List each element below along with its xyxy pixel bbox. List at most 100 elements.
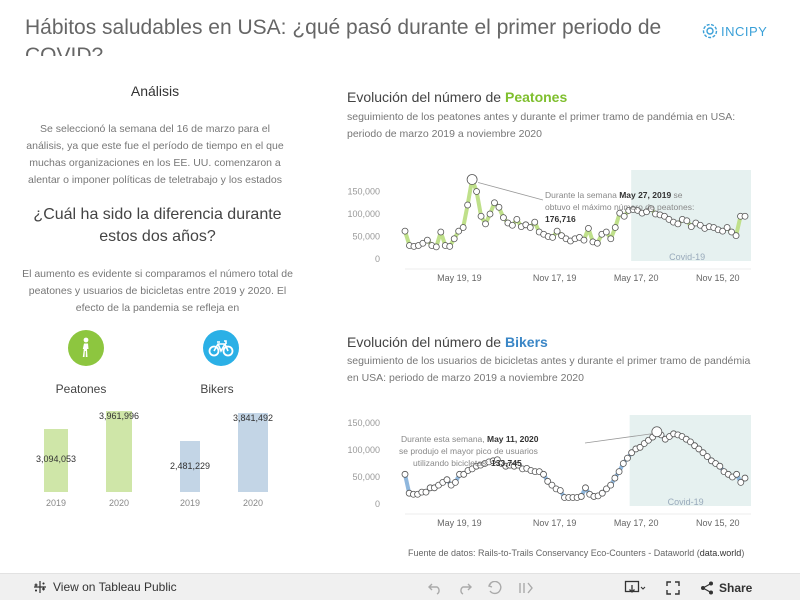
data-point-35[interactable] [558,232,565,239]
data-point-5[interactable] [423,236,431,244]
data-point-75[interactable] [716,462,724,470]
data-point-42[interactable] [577,493,585,500]
data-point-21[interactable] [495,203,503,211]
data-point-20[interactable] [491,199,498,207]
data-point-22[interactable] [493,456,501,464]
data-point-72[interactable] [703,453,711,460]
total-bar-bikers-2020[interactable] [238,413,268,492]
data-point-41[interactable] [585,225,592,232]
view-on-tableau-label: View on Tableau Public [53,580,177,594]
data-point-16[interactable] [473,188,480,195]
data-point-47[interactable] [611,224,619,231]
data-point-48[interactable] [603,485,610,493]
data-point-10[interactable] [443,476,451,484]
data-point-4[interactable] [419,239,427,247]
data-point-37[interactable] [556,487,564,494]
data-point-49[interactable] [620,212,628,220]
data-point-74[interactable] [732,232,740,239]
total-bar-bikers-2019[interactable] [180,441,200,492]
data-point-7[interactable] [432,243,440,251]
data-point-71[interactable] [719,227,727,235]
data-point-70[interactable] [695,445,703,453]
analysis-heading: Análisis [130,83,180,99]
question-heading: ¿Cuál ha sido la diferencia durante esto… [33,206,282,245]
data-point-0[interactable] [401,227,409,235]
data-point-17[interactable] [477,212,485,220]
data-point-80[interactable] [737,479,745,486]
data-point-8[interactable] [437,228,445,236]
data-point-81[interactable] [741,474,749,482]
data-point-51[interactable] [615,468,623,475]
total-year-bikers-2019: 2019 [179,498,201,508]
data-point-55[interactable] [647,205,655,212]
data-point-22[interactable] [500,214,507,221]
data-point-12[interactable] [455,227,463,235]
data-point-14[interactable] [464,201,472,209]
data-point-24[interactable] [508,221,516,229]
data-point-40[interactable] [580,236,588,244]
data-point-58[interactable] [661,212,668,220]
data-point-29[interactable] [531,218,539,226]
data-point-64[interactable] [687,223,695,230]
revert-icon[interactable] [480,578,510,598]
total-bar-peatones-2020[interactable] [106,410,132,492]
data-point-48[interactable] [616,209,624,217]
data-point-14[interactable] [460,470,468,478]
data-point-50[interactable] [611,474,619,482]
data-point-66[interactable] [696,221,704,229]
data-point-10[interactable] [446,243,454,250]
bikers-line-chart[interactable]: Covid-19 150,000 100,000 50,000 0 May 19, 19 N… [335,415,765,535]
data-point-28[interactable] [526,224,534,231]
difference-text[interactable]: El aumento es evidente si comparamos el … [22,268,293,314]
data-point-34[interactable] [553,227,561,235]
data-point-0[interactable] [401,470,409,478]
data-point-61[interactable] [674,220,682,228]
data-point-35[interactable] [548,481,556,489]
download-icon[interactable] [620,578,650,598]
share-button[interactable]: Share [700,581,752,595]
data-point-27[interactable] [514,461,522,469]
total-value-peatones-2019: 3,094,053 [35,454,77,465]
data-point-47[interactable] [598,489,606,497]
data-point-11[interactable] [450,235,458,243]
data-point-54[interactable] [628,449,636,457]
data-point-68[interactable] [687,438,694,446]
analysis-text[interactable]: Se seleccionó la semana del 16 de marzo … [26,123,284,186]
total-value-peatones-2020: 3,961,996 [98,411,140,422]
total-bar-peatones-2019[interactable] [44,428,68,492]
covid-shade-label: Covid-19 [669,252,705,262]
peatones-label: Peatones [55,382,107,396]
peatones-title-highlight: Peatones [505,89,568,105]
data-point-25[interactable] [513,216,521,223]
data-point-5[interactable] [422,488,430,496]
data-point-79[interactable] [733,470,741,478]
data-point-71[interactable] [699,449,707,457]
redo-icon[interactable] [450,578,480,598]
data-point-33[interactable] [540,470,547,478]
pause-icon[interactable] [510,578,540,598]
data-point-53[interactable] [624,454,631,462]
data-point-18[interactable] [482,220,489,228]
data-point-49[interactable] [607,481,615,489]
data-point-52[interactable] [619,460,627,467]
data-point-63[interactable] [683,217,691,225]
data-point-33[interactable] [549,234,557,241]
data-point-12[interactable] [451,479,459,486]
peatones-line-chart[interactable]: Covid-19 150,000 100,000 50,000 0 May 19, 19 N… [335,170,765,290]
undo-icon[interactable] [420,578,450,598]
source-link[interactable]: data.world [699,548,742,558]
data-point-73[interactable] [728,228,735,236]
data-point-45[interactable] [602,228,610,236]
data-point-54[interactable] [643,208,650,216]
fullscreen-icon[interactable] [658,578,688,598]
data-point-46[interactable] [607,235,615,243]
data-point-72[interactable] [723,224,731,231]
data-point-13[interactable] [459,224,467,231]
data-point-56[interactable] [636,443,644,451]
data-point-43[interactable] [593,239,601,247]
data-point-19[interactable] [486,210,494,218]
data-point-34[interactable] [544,477,552,485]
data-point-76[interactable] [741,212,749,220]
data-point-43[interactable] [582,484,589,492]
view-on-tableau-button[interactable]: View on Tableau Public [33,580,177,594]
